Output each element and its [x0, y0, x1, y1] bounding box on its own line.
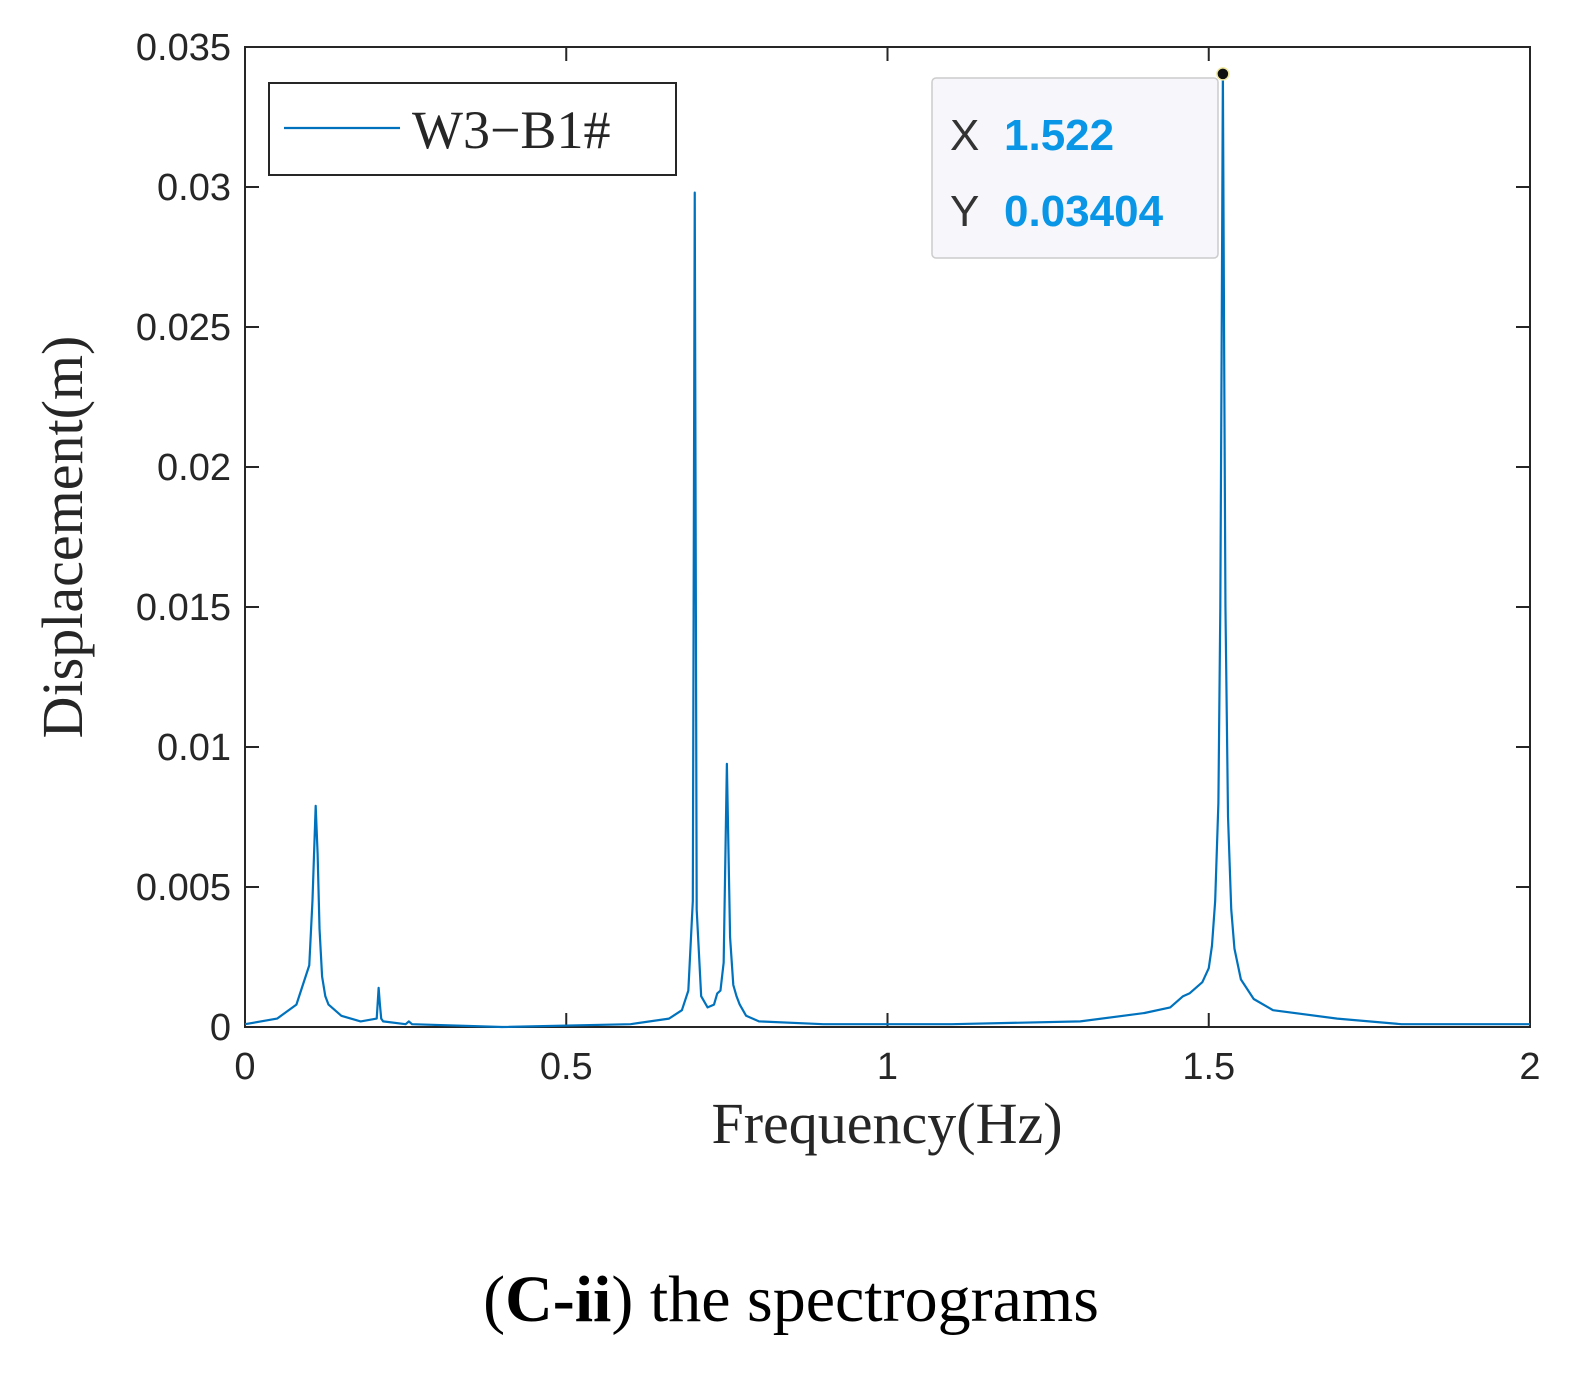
datatip[interactable]: X 1.522 Y 0.03404: [931, 67, 1230, 259]
figure-caption: (C-ii) the spectrograms: [0, 1262, 1582, 1338]
y-axis-title: Displacement(m): [30, 336, 95, 739]
caption-label: C-ii: [505, 1263, 612, 1336]
x-axis-ticks: 0 0.5 1 1.5 2: [234, 47, 1541, 1088]
y-tick-label: 0.005: [136, 867, 231, 909]
datatip-y-key: Y: [950, 187, 979, 236]
y-tick-label: 0.025: [136, 307, 231, 349]
legend: W3−B1#: [268, 82, 677, 176]
datatip-box: [931, 77, 1219, 259]
caption-text: ) the spectrograms: [611, 1263, 1099, 1336]
spectrogram-chart: 0 0.5 1 1.5 2 0 0.005 0.01 0.015 0.02 0.025 0.03 0.…: [30, 27, 1541, 1156]
datatip-x-value: 1.522: [1004, 111, 1114, 160]
x-tick-label: 1: [877, 1046, 898, 1088]
datatip-y-value: 0.03404: [1004, 187, 1164, 236]
plot-area: [244, 46, 1531, 1028]
series-line-w3-b1: [244, 72, 1530, 1029]
x-tick-label: 2: [1519, 1046, 1540, 1088]
y-tick-label: 0.01: [157, 727, 231, 769]
x-axis-title: Frequency(Hz): [711, 1091, 1062, 1156]
y-tick-label: 0.03: [157, 167, 231, 209]
x-tick-label: 1.5: [1182, 1046, 1235, 1088]
y-tick-label: 0: [210, 1007, 231, 1049]
y-tick-label: 0.035: [136, 27, 231, 69]
y-axis-ticks: 0 0.005 0.01 0.015 0.02 0.025 0.03 0.035: [136, 27, 1530, 1049]
x-tick-label: 0.5: [540, 1046, 593, 1088]
x-tick-label: 0: [234, 1046, 255, 1088]
y-tick-label: 0.02: [157, 447, 231, 489]
datatip-x-key: X: [950, 111, 979, 160]
y-tick-label: 0.015: [136, 587, 231, 629]
legend-label: W3−B1#: [412, 100, 610, 160]
datatip-marker: [1216, 67, 1230, 81]
caption-open: (: [483, 1263, 506, 1336]
